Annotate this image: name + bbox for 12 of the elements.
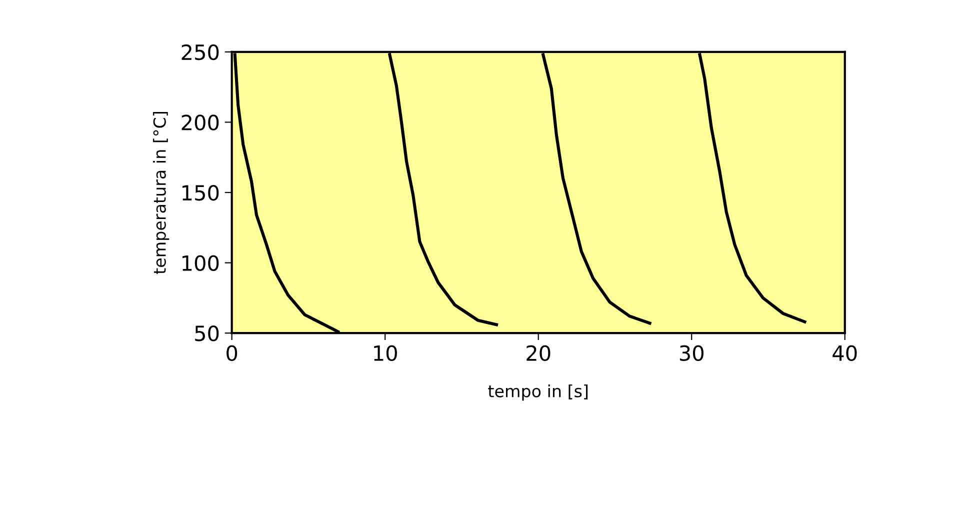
x-tick-label: 30 <box>680 345 704 362</box>
y-tick-label: 200 <box>182 114 219 130</box>
y-tick-label: 250 <box>182 44 219 60</box>
x-tick-label: 10 <box>374 345 397 362</box>
x-axis-title: tempo in [s] <box>488 384 588 401</box>
x-tick-label: 20 <box>526 345 550 362</box>
y-tick-label: 50 <box>195 326 219 342</box>
y-axis-title: temperatura in [°C] <box>153 112 170 274</box>
y-tick-label: 150 <box>182 184 219 201</box>
y-tick-label: 100 <box>182 255 219 271</box>
x-tick-label: 40 <box>832 345 857 362</box>
x-tick-label: 0 <box>226 345 238 362</box>
